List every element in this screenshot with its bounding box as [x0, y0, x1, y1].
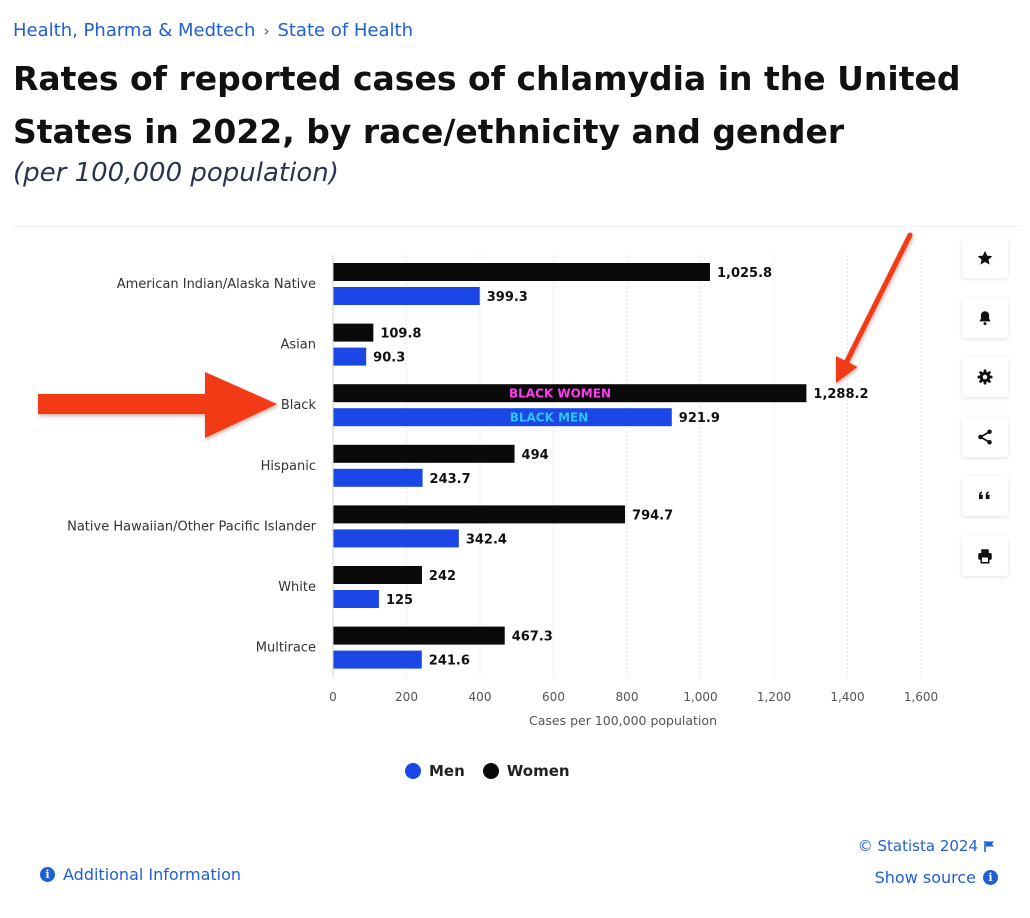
breadcrumb: Health, Pharma & Medtech › State of Health [13, 20, 413, 41]
arrow-diagonal-head [836, 356, 858, 383]
data-label-men: 342.4 [466, 532, 507, 547]
bar-men [333, 590, 379, 608]
favorite-button[interactable] [962, 238, 1008, 278]
print-button[interactable] [962, 535, 1008, 576]
x-tick-label: 0 [329, 690, 337, 704]
bar-women [333, 384, 807, 403]
bar-women [333, 626, 505, 645]
x-tick-label: 1,600 [904, 690, 938, 704]
breadcrumb-link-state-of-health[interactable]: State of Health [277, 20, 413, 41]
cite-button[interactable] [962, 476, 1008, 516]
data-label-men: 921.9 [679, 411, 720, 426]
breadcrumb-separator: › [263, 22, 270, 40]
bar-men [333, 468, 423, 487]
legend-item-women[interactable]: Women [482, 762, 570, 780]
bar-women [333, 566, 422, 584]
print-icon [978, 548, 992, 563]
bars [333, 263, 807, 669]
x-tick-label: 800 [616, 690, 639, 704]
bar-men [333, 347, 367, 366]
x-tick-label: 600 [542, 690, 565, 704]
grid-lines [406, 255, 922, 678]
arrow-diagonal-shaft [844, 232, 913, 365]
category-label: American Indian/Alaska Native [117, 277, 316, 292]
legend-label-men: Men [429, 762, 465, 780]
data-label-men: 399.3 [487, 290, 528, 305]
data-label-women: 794.7 [632, 508, 673, 523]
x-axis-label: Cases per 100,000 population [529, 713, 717, 728]
breadcrumb-link-health[interactable]: Health, Pharma & Medtech [13, 20, 256, 41]
category-label: White [278, 580, 316, 595]
bar-women [333, 263, 710, 281]
labels: American Indian/Alaska Native 1,025.8 399.… [67, 266, 868, 669]
page-title: Rates of reported cases of chlamydia in … [13, 59, 961, 151]
x-tick-label: 1,400 [830, 690, 864, 704]
share-button[interactable] [962, 416, 1008, 457]
x-axis: 0 200 400 600 800 1,000 1,200 1,400 1,600 Cases p… [329, 255, 938, 728]
bar-men [333, 408, 672, 427]
data-label-men: 243.7 [430, 472, 471, 487]
bar-men [333, 529, 459, 548]
data-label-men: 241.6 [429, 654, 470, 669]
data-label-women: 1,288.2 [813, 387, 868, 402]
category-label: Native Hawaiian/Other Pacific Islander [67, 519, 317, 534]
bell-icon [979, 310, 991, 325]
settings-button[interactable] [962, 357, 1008, 397]
annotation-black-women: BLACK WOMEN [509, 387, 611, 401]
annotations: BLACK WOMEN BLACK MEN [509, 387, 611, 425]
annotation-black-men: BLACK MEN [510, 411, 589, 425]
legend-swatch-women [482, 763, 499, 779]
data-label-women: 1,025.8 [717, 266, 772, 281]
data-label-men: 125 [386, 593, 413, 608]
star-icon [977, 250, 993, 265]
show-source-label: Show source [874, 868, 976, 887]
data-label-women: 242 [429, 569, 456, 584]
x-tick-label: 400 [469, 690, 492, 704]
arrows [38, 232, 913, 438]
chart-legend: Men Women [405, 762, 570, 780]
data-label-women: 109.8 [380, 327, 421, 342]
info-icon: i [40, 867, 55, 882]
quote-icon [979, 491, 990, 499]
legend-label-women: Women [506, 762, 570, 780]
legend-item-men[interactable]: Men [405, 762, 465, 780]
data-label-men: 90.3 [373, 351, 405, 366]
show-source-link[interactable]: Show source i [875, 868, 998, 887]
bar-women [333, 323, 374, 342]
legend-swatch-men [405, 763, 421, 779]
data-label-women: 467.3 [512, 630, 553, 645]
category-label: Hispanic [261, 459, 316, 474]
data-label-women: 494 [522, 448, 549, 463]
notification-button[interactable] [962, 297, 1008, 338]
category-label: Multirace [256, 641, 316, 656]
category-label: Asian [281, 338, 316, 353]
statista-credit[interactable]: © Statista 2024 [858, 837, 996, 855]
additional-information-link[interactable]: i Additional Information [40, 865, 241, 884]
panel-divider [12, 226, 1022, 227]
bar-men [333, 650, 422, 669]
credit-text: © Statista 2024 [857, 837, 978, 855]
additional-information-label: Additional Information [63, 865, 242, 884]
arrow-right-pointer [38, 372, 277, 438]
bar-men [333, 287, 480, 305]
page-subtitle: (per 100,000 population) [13, 158, 339, 188]
bar-women [333, 505, 626, 524]
flag-icon [984, 840, 994, 852]
bar-women [333, 444, 515, 463]
share-icon [978, 429, 992, 444]
info-icon: i [983, 870, 998, 885]
gear-icon [977, 369, 993, 385]
x-tick-label: 1,200 [757, 690, 791, 704]
chart-toolbar [962, 238, 1008, 595]
category-label: Black [281, 398, 317, 413]
x-tick-label: 200 [395, 690, 418, 704]
x-tick-label: 1,000 [683, 690, 717, 704]
